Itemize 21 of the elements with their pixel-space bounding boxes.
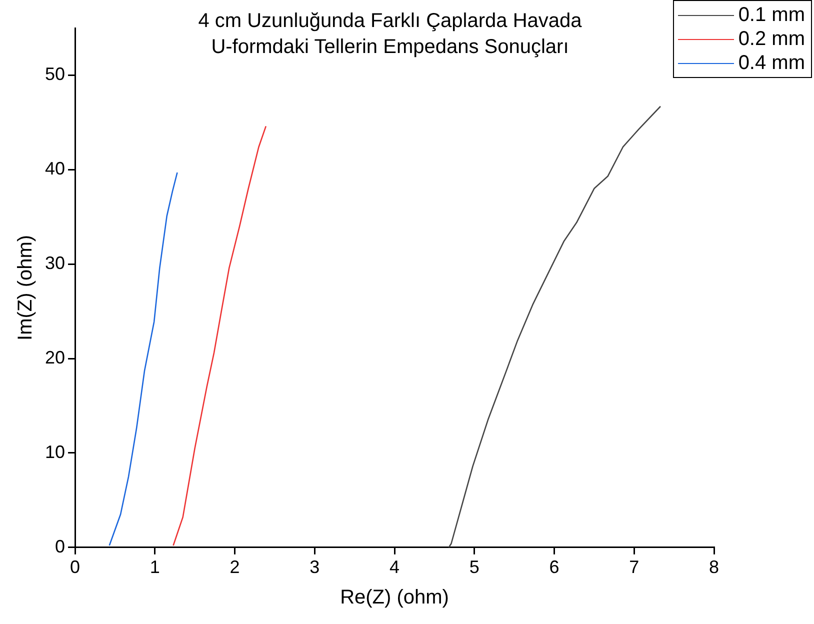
legend-label: 0.1 mm xyxy=(738,3,805,27)
x-axis-title: Re(Z) (ohm) xyxy=(340,586,449,609)
chart-title: 4 cm Uzunluğunda Farklı Çaplarda Havada U-formdaki Tellerin Empedans Sonuçları xyxy=(197,9,583,60)
legend-label: 0.2 mm xyxy=(738,27,805,51)
x-tick-label: 8 xyxy=(708,557,720,578)
x-tick-label: 3 xyxy=(310,557,320,578)
y-tick-label: 10 xyxy=(44,442,66,462)
y-axis-title: Im(Z) (ohm) xyxy=(14,234,37,340)
y-tick-label: 40 xyxy=(44,158,66,179)
x-tick-label: 0 xyxy=(70,557,80,578)
x-tick-label: 6 xyxy=(549,557,560,578)
y-tick-label: 50 xyxy=(44,64,66,84)
y-tick-label: 20 xyxy=(44,347,66,368)
legend-label: 0.4 mm xyxy=(738,51,805,75)
x-tick-label: 2 xyxy=(230,557,240,578)
x-tick-label: 7 xyxy=(629,557,640,578)
x-tick-label: 1 xyxy=(150,557,160,578)
y-tick-label: 0 xyxy=(55,536,66,556)
x-tick-label: 4 xyxy=(390,557,400,578)
x-tick-label: 5 xyxy=(469,557,480,578)
y-tick-label: 30 xyxy=(44,253,66,274)
